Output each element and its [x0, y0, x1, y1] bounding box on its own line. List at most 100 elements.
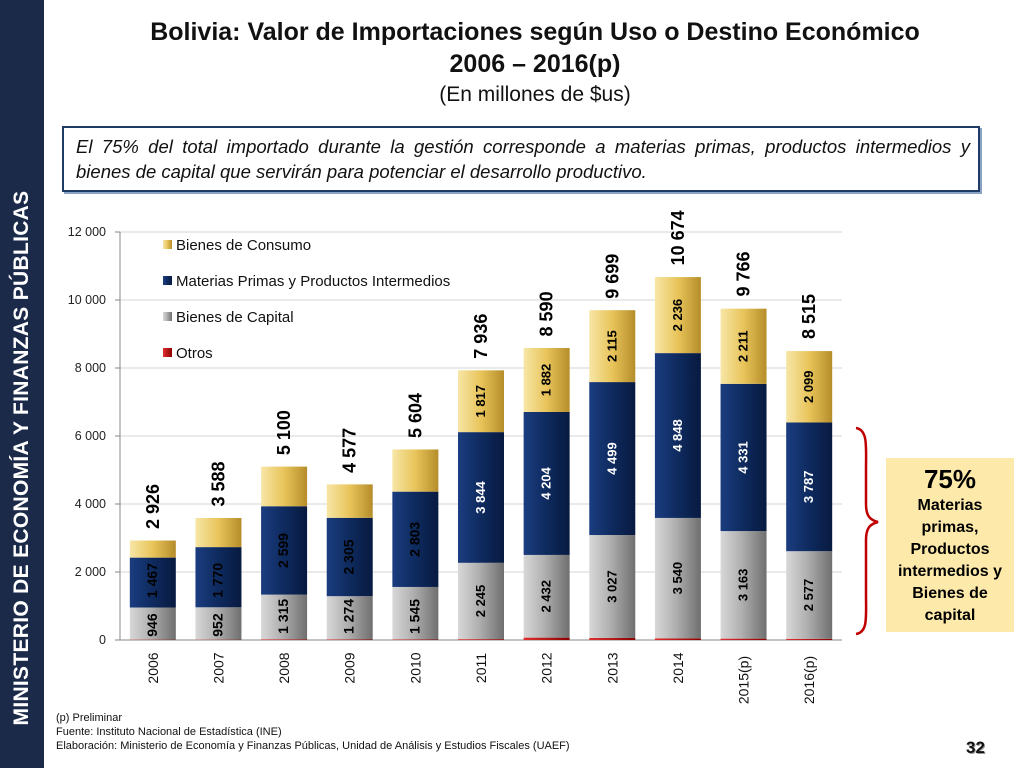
footnote-source: Fuente: Instituto Nacional de Estadístic… [56, 726, 282, 738]
bar-consumo [392, 449, 439, 492]
page-number: 32 [966, 738, 985, 757]
y-tick-label: 10 000 [68, 293, 106, 307]
bar-consumo [720, 308, 767, 384]
bar-otros [786, 638, 833, 640]
bar-materias [326, 517, 373, 597]
slide-title-units: (En millones de $us) [439, 83, 631, 106]
bar-capital [720, 531, 767, 639]
footnote-preliminary: (p) Preliminar [56, 712, 123, 724]
bar-capital [654, 517, 701, 639]
bar-materias [523, 411, 570, 555]
x-category-label: 2010 [407, 652, 423, 683]
bar-capital [129, 607, 176, 640]
y-tick-label: 6 000 [75, 429, 106, 443]
total-label: 10 674 [668, 210, 688, 265]
total-label: 4 577 [340, 428, 360, 473]
bar-capital [326, 596, 373, 640]
slide-title-period: 2006 – 2016(p) [449, 50, 621, 78]
bar-consumo [523, 348, 570, 412]
x-category-label: 2013 [604, 652, 620, 683]
value-label-materias: 3 787 [801, 471, 816, 504]
bar-materias [654, 353, 701, 518]
value-label-materias: 1 467 [144, 563, 160, 598]
bar-materias [392, 491, 439, 587]
callout-brace [855, 426, 879, 636]
bar-otros [589, 637, 636, 640]
bar-consumo [261, 466, 308, 507]
x-category-label: 2006 [145, 652, 161, 683]
y-tick-label: 0 [99, 633, 106, 647]
value-label-consumo: 2 099 [801, 370, 816, 403]
value-label-consumo: 2 236 [670, 299, 685, 332]
legend-swatch-otros [163, 348, 172, 357]
total-label: 5 604 [405, 393, 425, 438]
legend-label-consumo: Bienes de Consumo [176, 237, 311, 254]
value-label-capital: 2 577 [801, 579, 816, 612]
value-label-materias: 3 844 [473, 480, 488, 513]
bar-consumo [458, 370, 504, 433]
y-tick-label: 12 000 [68, 225, 106, 239]
value-label-capital: 946 [144, 613, 160, 637]
x-category-label: 2011 [473, 653, 489, 683]
bar-materias [129, 557, 176, 608]
bar-otros [261, 639, 308, 640]
value-label-materias: 2 599 [275, 533, 291, 568]
summary-note-box: El 75% del total importado durante la ge… [62, 126, 980, 192]
total-label: 2 926 [143, 484, 163, 529]
legend-swatch-consumo [163, 240, 172, 249]
footnote-elaboration: Elaboración: Ministerio de Economía y Fi… [56, 740, 570, 752]
bar-consumo [129, 540, 176, 558]
value-label-materias: 2 305 [341, 539, 357, 574]
bar-otros [392, 639, 439, 640]
bar-capital [195, 607, 242, 640]
bar-materias [589, 382, 636, 536]
share-callout: 75% Materias primas, Productos intermedi… [886, 458, 1014, 632]
value-label-consumo: 2 115 [604, 330, 619, 362]
total-label: 7 936 [471, 314, 491, 359]
value-label-materias: 4 848 [670, 419, 685, 452]
bar-consumo [654, 277, 701, 354]
bar-capital [392, 586, 439, 640]
callout-description: Materias primas, Productos intermedios y… [897, 497, 1003, 624]
value-label-materias: 4 204 [539, 466, 554, 499]
bar-capital [261, 594, 308, 640]
bar-consumo [195, 518, 242, 548]
y-tick-label: 4 000 [75, 497, 106, 511]
value-label-materias: 1 770 [209, 563, 225, 598]
x-category-label: 2014 [670, 652, 686, 683]
value-label-capital: 2 245 [473, 585, 488, 618]
bar-capital [458, 562, 504, 640]
x-category-label: 2009 [342, 652, 358, 683]
total-label: 8 515 [799, 294, 819, 339]
slide-title: Bolivia: Valor de Importaciones según Us… [150, 18, 920, 46]
value-label-consumo: 1 882 [539, 364, 554, 397]
summary-note-text: El 75% del total importado durante la ge… [76, 136, 970, 182]
bar-capital [523, 554, 570, 638]
value-label-capital: 1 274 [341, 599, 357, 634]
bar-otros [523, 637, 570, 640]
total-label: 9 699 [602, 254, 622, 299]
value-label-capital: 1 545 [406, 599, 422, 634]
y-tick-label: 8 000 [75, 361, 106, 375]
value-label-consumo: 2 211 [736, 330, 751, 362]
total-label: 8 590 [537, 291, 557, 336]
bar-materias [261, 506, 308, 595]
bar-materias [720, 383, 767, 532]
value-label-consumo: 1 817 [473, 385, 488, 418]
x-category-label: 2016(p) [801, 656, 817, 704]
bar-otros [654, 638, 701, 640]
total-label: 3 588 [208, 461, 228, 506]
x-category-label: 2012 [539, 652, 555, 683]
x-category-label: 2007 [210, 652, 226, 683]
value-label-capital: 3 163 [736, 569, 751, 602]
legend-swatch-materias [163, 276, 172, 285]
total-label: 9 766 [734, 251, 754, 296]
value-label-materias: 2 803 [406, 522, 422, 557]
bar-capital [589, 535, 636, 638]
bar-otros [326, 639, 373, 640]
y-tick-label: 2 000 [75, 565, 106, 579]
value-label-capital: 1 315 [275, 599, 291, 634]
bar-materias [786, 422, 833, 552]
bar-materias [458, 432, 504, 563]
x-category-label: 2008 [276, 652, 292, 683]
